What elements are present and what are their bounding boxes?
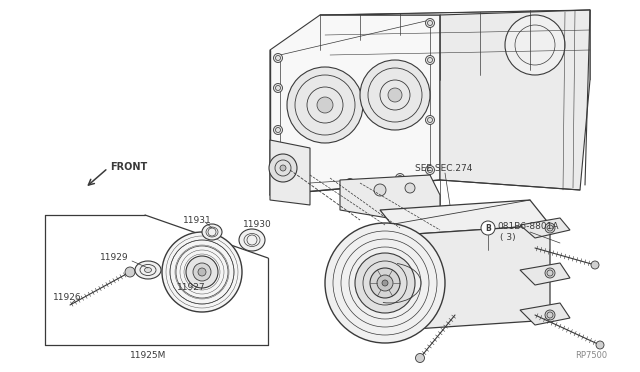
Circle shape [545, 223, 555, 233]
Text: 11925M: 11925M [130, 350, 166, 359]
Polygon shape [270, 140, 310, 205]
Circle shape [125, 267, 135, 277]
Ellipse shape [145, 267, 152, 273]
Circle shape [273, 83, 282, 93]
Circle shape [370, 268, 400, 298]
Circle shape [325, 223, 445, 343]
Circle shape [193, 263, 211, 281]
Circle shape [374, 184, 386, 196]
Polygon shape [520, 263, 570, 285]
Circle shape [481, 221, 495, 235]
Ellipse shape [202, 224, 222, 240]
Circle shape [382, 280, 388, 286]
Text: RP7500: RP7500 [575, 350, 607, 359]
Polygon shape [360, 230, 400, 335]
Circle shape [360, 60, 430, 130]
Circle shape [396, 173, 404, 183]
Circle shape [415, 353, 424, 362]
Polygon shape [440, 10, 590, 190]
Polygon shape [270, 15, 440, 195]
Circle shape [596, 341, 604, 349]
Circle shape [162, 232, 242, 312]
Text: 081B6-8801A: 081B6-8801A [497, 221, 559, 231]
Circle shape [355, 253, 415, 313]
Circle shape [198, 268, 206, 276]
Circle shape [426, 55, 435, 64]
Text: ( 3): ( 3) [500, 232, 516, 241]
Ellipse shape [239, 229, 265, 251]
Text: FRONT: FRONT [110, 162, 147, 172]
Circle shape [287, 67, 363, 143]
Circle shape [591, 261, 599, 269]
Circle shape [296, 186, 305, 195]
Text: 11930: 11930 [243, 219, 272, 228]
Text: 11929: 11929 [100, 253, 129, 263]
Circle shape [317, 97, 333, 113]
Circle shape [545, 310, 555, 320]
Circle shape [545, 268, 555, 278]
Polygon shape [520, 218, 570, 238]
Circle shape [405, 183, 415, 193]
Circle shape [273, 125, 282, 135]
Polygon shape [520, 303, 570, 325]
Circle shape [273, 160, 282, 170]
Circle shape [426, 115, 435, 125]
Text: SEE SEC.274: SEE SEC.274 [415, 164, 472, 173]
Polygon shape [340, 175, 440, 220]
Circle shape [426, 19, 435, 28]
Text: 11926: 11926 [53, 294, 82, 302]
Text: B: B [485, 224, 491, 232]
Text: 11931: 11931 [183, 215, 212, 224]
Circle shape [186, 256, 218, 288]
Circle shape [388, 88, 402, 102]
Circle shape [280, 165, 286, 171]
Circle shape [346, 179, 355, 187]
Circle shape [505, 15, 565, 75]
Circle shape [377, 275, 393, 291]
Text: 11927: 11927 [177, 282, 205, 292]
Ellipse shape [135, 261, 161, 279]
Circle shape [269, 154, 297, 182]
Polygon shape [320, 10, 590, 80]
Circle shape [426, 166, 435, 174]
Polygon shape [400, 225, 550, 330]
Polygon shape [380, 200, 550, 235]
Circle shape [273, 54, 282, 62]
